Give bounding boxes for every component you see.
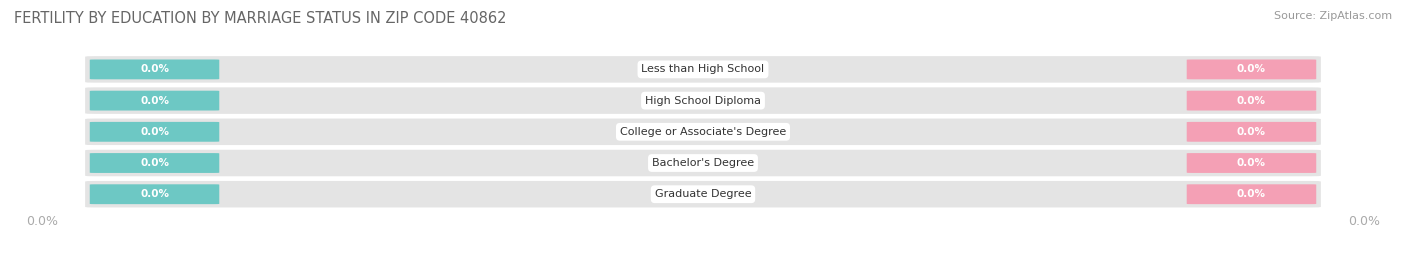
Text: College or Associate's Degree: College or Associate's Degree: [620, 127, 786, 137]
FancyBboxPatch shape: [1187, 122, 1316, 142]
FancyBboxPatch shape: [86, 119, 1320, 145]
FancyBboxPatch shape: [90, 122, 219, 142]
Text: Less than High School: Less than High School: [641, 64, 765, 75]
FancyBboxPatch shape: [1187, 59, 1316, 79]
FancyBboxPatch shape: [1187, 91, 1316, 111]
Text: 0.0%: 0.0%: [1237, 95, 1265, 106]
FancyBboxPatch shape: [86, 150, 1320, 176]
Text: FERTILITY BY EDUCATION BY MARRIAGE STATUS IN ZIP CODE 40862: FERTILITY BY EDUCATION BY MARRIAGE STATU…: [14, 11, 506, 26]
Text: 0.0%: 0.0%: [141, 158, 169, 168]
FancyBboxPatch shape: [1187, 153, 1316, 173]
Text: 0.0%: 0.0%: [141, 64, 169, 75]
Text: 0.0%: 0.0%: [141, 95, 169, 106]
FancyBboxPatch shape: [90, 91, 219, 111]
Text: Bachelor's Degree: Bachelor's Degree: [652, 158, 754, 168]
Text: 0.0%: 0.0%: [141, 189, 169, 199]
FancyBboxPatch shape: [90, 153, 219, 173]
FancyBboxPatch shape: [1187, 184, 1316, 204]
FancyBboxPatch shape: [90, 184, 219, 204]
Text: Graduate Degree: Graduate Degree: [655, 189, 751, 199]
FancyBboxPatch shape: [86, 56, 1320, 83]
FancyBboxPatch shape: [90, 59, 219, 79]
Text: High School Diploma: High School Diploma: [645, 95, 761, 106]
Text: 0.0%: 0.0%: [141, 127, 169, 137]
Text: 0.0%: 0.0%: [1237, 127, 1265, 137]
Text: Source: ZipAtlas.com: Source: ZipAtlas.com: [1274, 11, 1392, 21]
FancyBboxPatch shape: [86, 181, 1320, 207]
Text: 0.0%: 0.0%: [1237, 189, 1265, 199]
Text: 0.0%: 0.0%: [1237, 158, 1265, 168]
FancyBboxPatch shape: [86, 87, 1320, 114]
Text: 0.0%: 0.0%: [1237, 64, 1265, 75]
